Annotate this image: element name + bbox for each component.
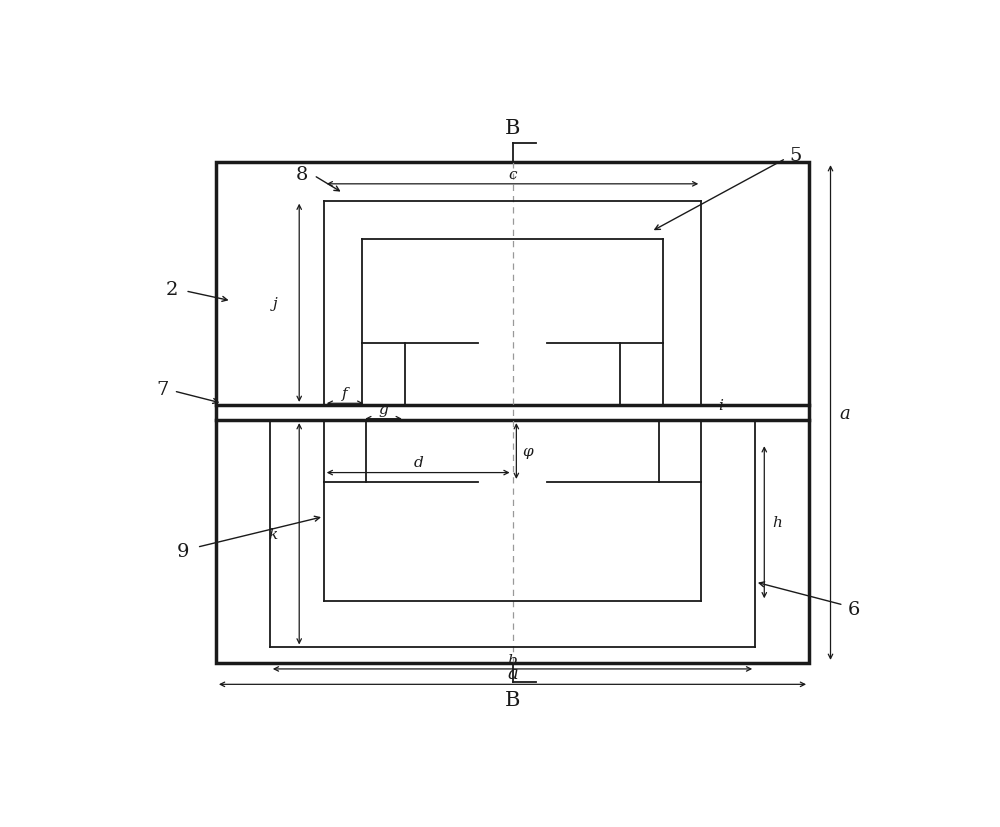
Text: j: j	[273, 296, 278, 310]
Text: c: c	[508, 168, 517, 182]
Text: 8: 8	[296, 165, 308, 184]
Text: i: i	[718, 399, 723, 413]
Text: 9: 9	[177, 543, 189, 561]
Text: B: B	[505, 119, 520, 137]
Text: φ: φ	[523, 444, 533, 458]
Text: 5: 5	[790, 146, 802, 165]
Text: B: B	[505, 690, 520, 709]
Text: 2: 2	[166, 281, 178, 299]
Text: d: d	[413, 456, 423, 470]
Text: k: k	[268, 527, 278, 541]
Text: h: h	[772, 515, 782, 529]
Text: b: b	[508, 653, 517, 667]
Text: f: f	[342, 387, 348, 401]
Text: 7: 7	[156, 381, 168, 399]
Text: a: a	[507, 664, 518, 682]
Text: a: a	[840, 404, 850, 422]
Text: g: g	[379, 403, 388, 417]
Text: 6: 6	[847, 600, 860, 618]
